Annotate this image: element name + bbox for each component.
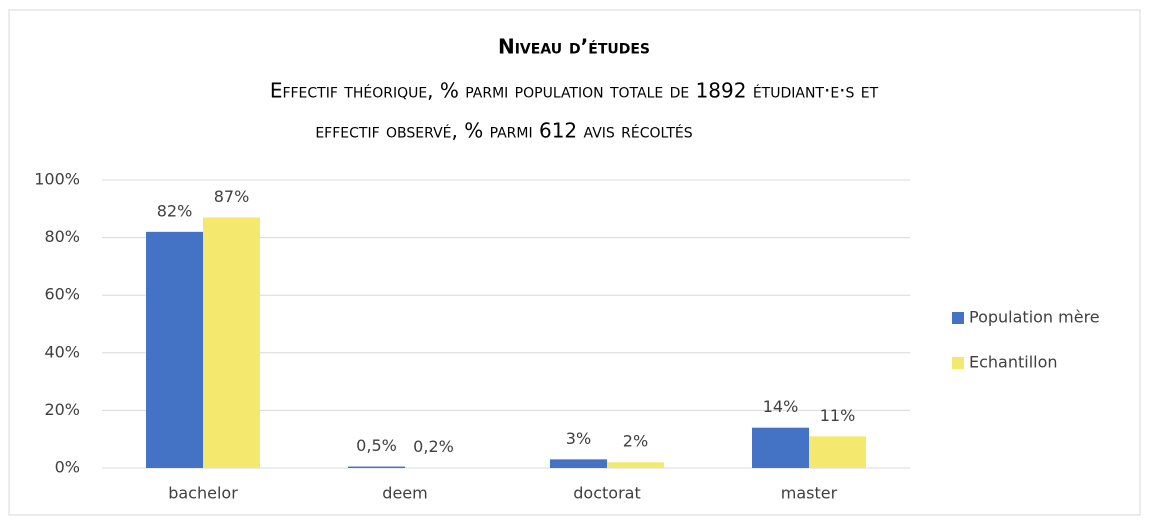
data-label: 87% bbox=[214, 187, 250, 206]
bar bbox=[146, 231, 203, 468]
data-label: 11% bbox=[820, 406, 856, 425]
x-tick-label: bachelor bbox=[168, 484, 238, 503]
chart-subtitle: effectif observé, % parmi 612 avis récol… bbox=[315, 119, 692, 143]
bar bbox=[607, 462, 664, 468]
data-label: 14% bbox=[763, 397, 799, 416]
legend-label: Population mère bbox=[969, 308, 1100, 327]
legend-swatch bbox=[952, 357, 964, 369]
chart-subtitle: Effectif théorique, % parmi population t… bbox=[270, 79, 879, 103]
data-label: 3% bbox=[566, 429, 591, 448]
y-tick-label: 80% bbox=[44, 227, 80, 246]
x-tick-label: master bbox=[781, 484, 838, 503]
chart-title: Niveau d’études bbox=[498, 35, 650, 59]
data-label: 0,2% bbox=[413, 437, 454, 456]
bar bbox=[809, 436, 866, 468]
data-label: 82% bbox=[157, 201, 193, 220]
bar bbox=[348, 466, 405, 468]
y-tick-label: 20% bbox=[44, 400, 80, 419]
legend-label: Echantillon bbox=[969, 353, 1058, 372]
y-tick-label: 100% bbox=[34, 170, 80, 189]
data-label: 2% bbox=[623, 432, 648, 451]
bar bbox=[203, 217, 260, 468]
bar bbox=[405, 467, 462, 468]
x-tick-label: doctorat bbox=[573, 484, 640, 503]
y-tick-label: 40% bbox=[44, 342, 80, 361]
bar bbox=[752, 427, 809, 468]
data-label: 0,5% bbox=[356, 436, 397, 455]
y-tick-label: 0% bbox=[55, 458, 80, 477]
bar bbox=[550, 459, 607, 468]
y-tick-label: 60% bbox=[44, 285, 80, 304]
legend-swatch bbox=[952, 312, 964, 324]
x-tick-label: deem bbox=[382, 484, 427, 503]
